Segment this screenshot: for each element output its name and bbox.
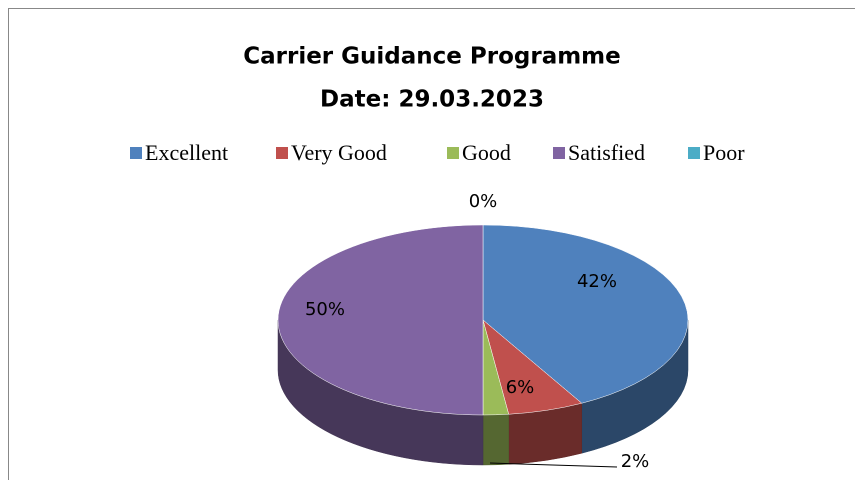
- data-label: 50%: [305, 299, 345, 320]
- legend-swatch: [130, 147, 142, 159]
- chart-subtitle: Date: 29.03.2023: [320, 87, 544, 113]
- slice: [277, 224, 484, 416]
- data-label: 2%: [621, 451, 650, 472]
- data-label: 6%: [506, 377, 535, 398]
- leader-line: [489, 462, 618, 468]
- legend-swatch: [553, 147, 565, 159]
- pie-sides: [277, 319, 689, 466]
- legend: Excellent Very Good Good Satisfied Poor: [130, 140, 745, 165]
- legend-swatch: [276, 147, 288, 159]
- legend-swatch: [447, 147, 459, 159]
- legend-swatch: [688, 147, 700, 159]
- legend-label: Excellent: [145, 140, 228, 165]
- legend-label: Very Good: [291, 140, 387, 165]
- legend-label: Good: [462, 140, 511, 165]
- legend-label: Satisfied: [568, 140, 645, 165]
- data-labels: 42% 6% 2% 50% 0%: [305, 191, 649, 472]
- slice: [482, 224, 689, 404]
- data-label: 0%: [469, 191, 498, 212]
- legend-label: Poor: [703, 140, 745, 165]
- slice-side: [482, 413, 509, 466]
- chart-title: Carrier Guidance Programme: [243, 44, 621, 70]
- pie-tops: [277, 224, 689, 416]
- data-label: 42%: [577, 271, 617, 292]
